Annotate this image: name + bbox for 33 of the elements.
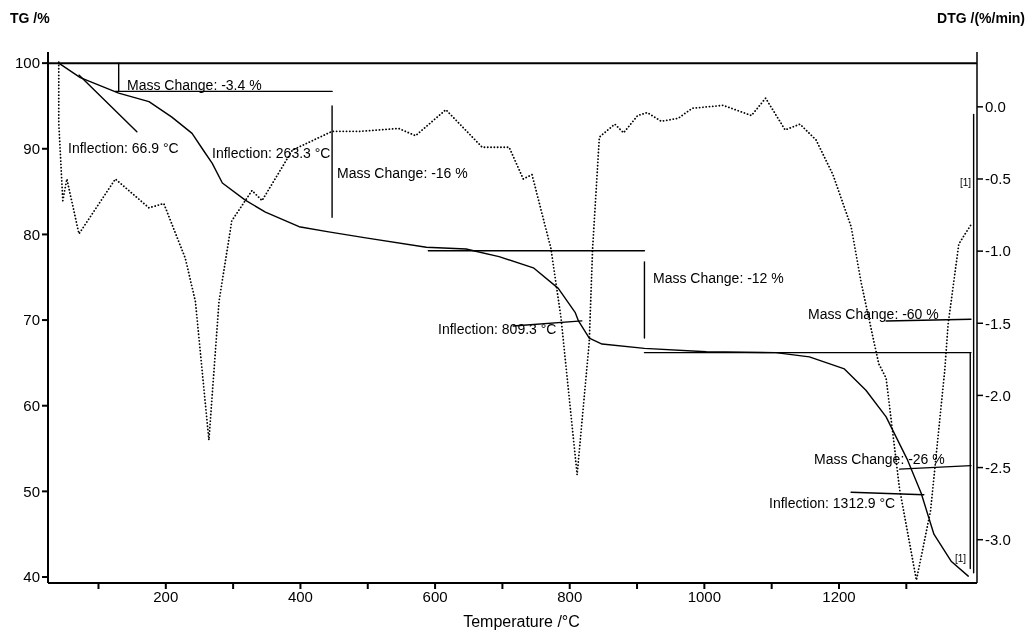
y2-tick-label: -2.0 <box>985 386 1011 404</box>
y-axis-title: TG /% <box>10 10 50 26</box>
y-tick-label: 90 <box>23 140 40 158</box>
annotation: Mass Change: -12 % <box>653 270 784 286</box>
y-tick-label: 80 <box>23 225 40 243</box>
annotation: [1] <box>955 553 967 564</box>
annotation: [1] <box>960 177 972 188</box>
y2-tick-label: 0.0 <box>985 98 1006 116</box>
x-tick-label: 600 <box>422 587 448 605</box>
y2-axis-title: DTG /(%/min) <box>937 10 1025 26</box>
x-tick-label: 1000 <box>687 587 722 605</box>
x-tick-label: 400 <box>287 587 313 605</box>
annotation: Mass Change: -16 % <box>337 165 468 181</box>
x-tick-label: 1200 <box>822 587 856 605</box>
annotation: Mass Change: -60 % <box>808 306 939 322</box>
annotation: Mass Change: -26 % <box>814 451 945 467</box>
y-tick-label: 70 <box>23 311 40 329</box>
y2-tick-label: -2.5 <box>985 458 1011 476</box>
y-tick-label: 100 <box>14 54 40 72</box>
y2-tick-label: -0.5 <box>985 170 1011 188</box>
x-tick-label: 200 <box>153 587 179 605</box>
annotation: Mass Change: -3.4 % <box>127 77 262 93</box>
annotation: Inflection: 263.3 °C <box>212 145 331 161</box>
y-tick-label: 50 <box>23 482 40 500</box>
y-tick-label: 60 <box>23 397 40 415</box>
x-axis-title: Temperature /°C <box>462 612 581 632</box>
y-tick-label: 40 <box>23 568 40 586</box>
x-tick-label: 800 <box>557 587 583 605</box>
y2-tick-label: -1.0 <box>985 242 1011 260</box>
y2-tick-label: -1.5 <box>985 314 1011 332</box>
annotation: Inflection: 1312.9 °C <box>769 495 896 511</box>
annotation: Inflection: 66.9 °C <box>68 140 179 156</box>
y2-tick-label: -3.0 <box>985 531 1011 549</box>
